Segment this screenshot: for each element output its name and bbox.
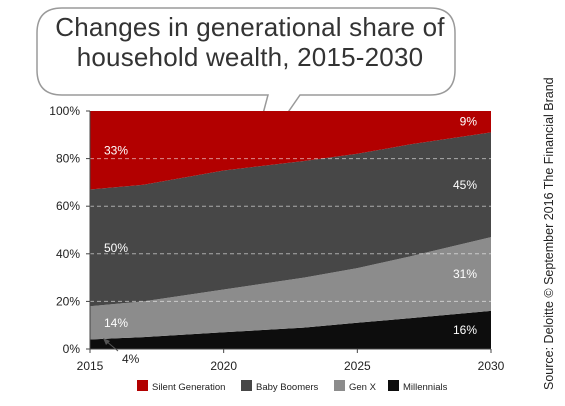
y-tick-label: 100% <box>49 104 80 118</box>
legend-label-millennials: Millennials <box>403 382 448 393</box>
data-label-gen-x-2015: 14% <box>104 316 128 330</box>
data-label-baby-boomers-2030: 45% <box>453 178 477 192</box>
legend-swatch-silent-generation <box>137 380 148 391</box>
legend-label-baby-boomers: Baby Boomers <box>256 382 319 393</box>
legend-swatch-baby-boomers <box>241 380 252 391</box>
area-gen-x <box>90 237 491 340</box>
source-text: Source: Deloitte © September 2016 The Fi… <box>542 77 556 390</box>
y-tick-label: 60% <box>56 199 80 213</box>
area-silent-generation <box>90 111 491 190</box>
data-label-millennials-2030: 16% <box>453 323 477 337</box>
x-tick-label: 2030 <box>478 359 505 373</box>
x-tick-label: 2025 <box>344 359 371 373</box>
legend-label-gen-x: Gen X <box>349 382 377 393</box>
x-tick-label: 2020 <box>210 359 237 373</box>
data-label-gen-x-2030: 31% <box>453 267 477 281</box>
callout-arrowhead <box>103 338 110 345</box>
legend-swatch-gen-x <box>334 380 345 391</box>
y-tick-label: 0% <box>63 342 81 356</box>
y-tick-label: 40% <box>56 247 80 261</box>
chart-title: Changes in generational share of househo… <box>55 12 445 72</box>
legend-label-silent-generation: Silent Generation <box>152 382 225 393</box>
x-tick-label: 2015 <box>77 359 104 373</box>
y-tick-label: 20% <box>56 294 80 308</box>
legend-swatch-millennials <box>388 380 399 391</box>
data-label-silent-generation-2015: 33% <box>104 143 128 157</box>
source-note: Source: Deloitte © September 2016 The Fi… <box>538 77 558 390</box>
y-tick-label: 80% <box>56 152 80 166</box>
area-baby-boomers <box>90 132 491 307</box>
data-label-baby-boomers-2015: 50% <box>104 241 128 255</box>
data-label-millennials-2015: 4% <box>122 352 140 366</box>
area-millennials <box>90 310 491 349</box>
data-label-silent-generation-2030: 9% <box>460 115 478 129</box>
